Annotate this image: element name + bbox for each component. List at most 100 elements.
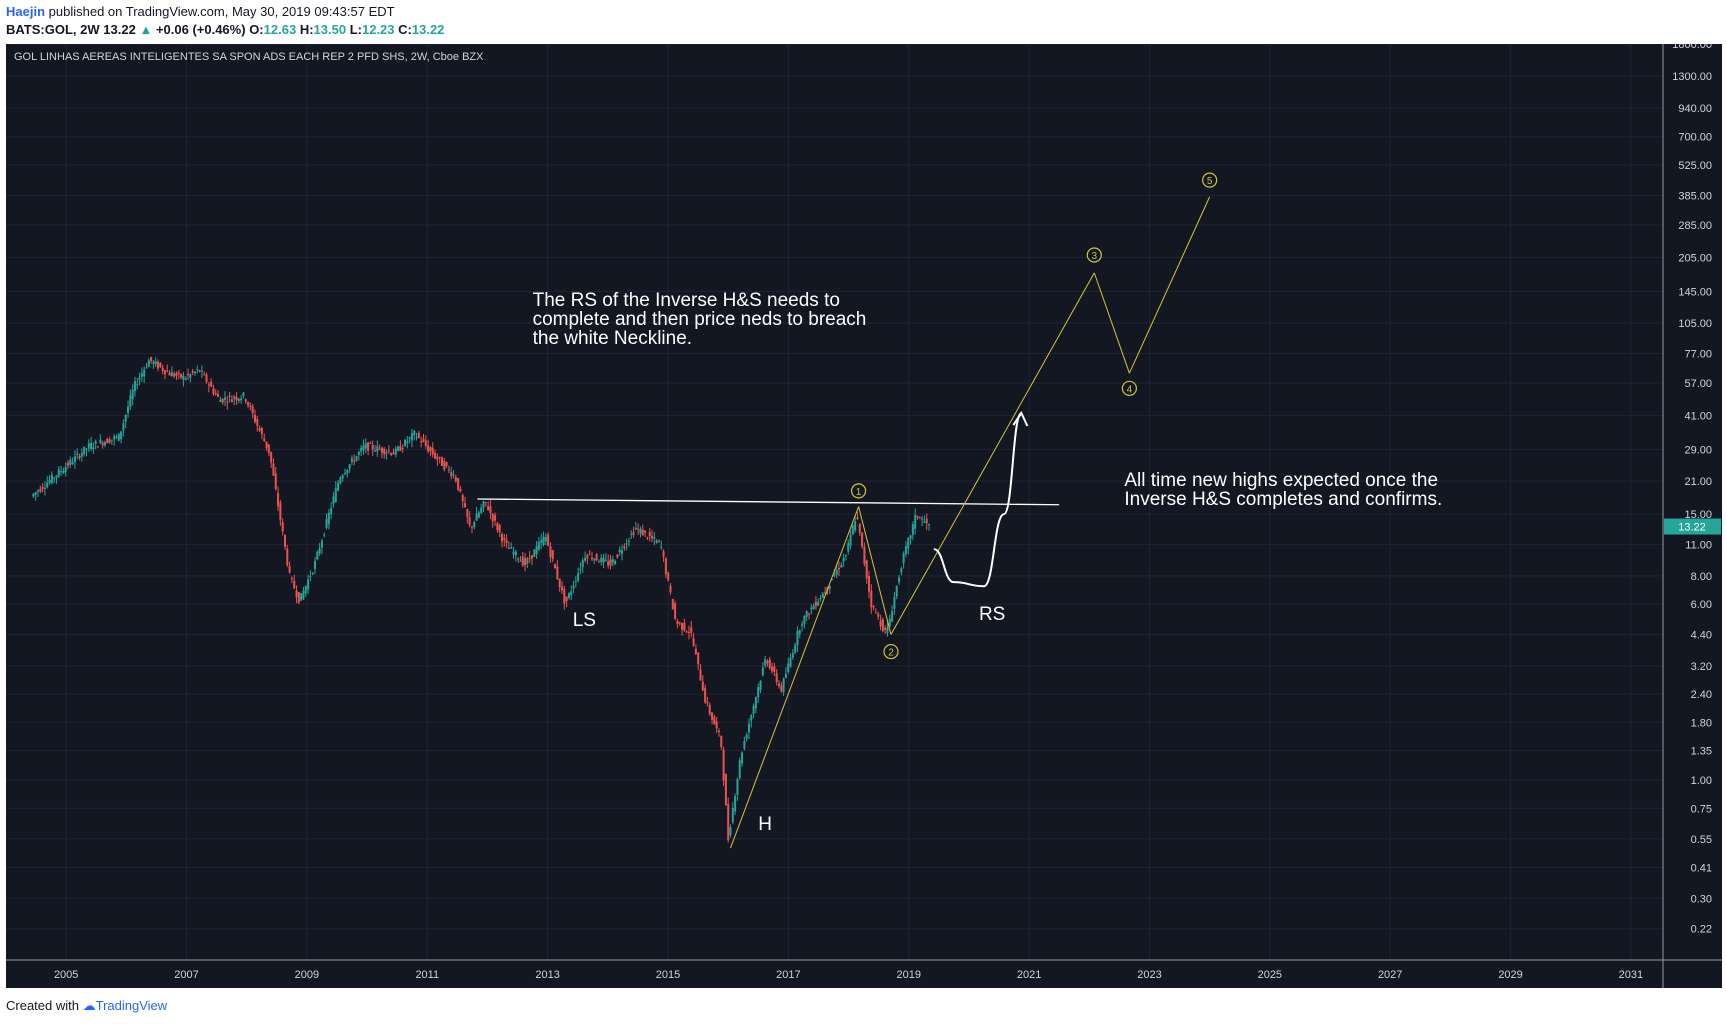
candle-body (586, 555, 589, 559)
candle-body (868, 576, 871, 592)
candle-body (653, 537, 656, 539)
candle-body (821, 593, 824, 598)
candle-body (323, 534, 326, 536)
candle-body (581, 560, 584, 568)
pattern-label: H (758, 814, 772, 835)
candle-body (773, 666, 776, 672)
annotation-text: All time new highs expected once the Inve… (1124, 470, 1442, 510)
y-tick-label: 11.00 (1685, 540, 1712, 552)
candle-body (690, 627, 693, 633)
candle-body (133, 381, 136, 391)
candle-body (671, 598, 674, 610)
candle-body (300, 593, 303, 601)
wave-label: 4 (1127, 384, 1133, 395)
tradingview-link[interactable]: TradingView (95, 998, 168, 1013)
candle-body (475, 513, 478, 521)
candle-body (124, 415, 127, 422)
candle-body (877, 613, 880, 617)
candle-body (207, 384, 210, 386)
candle-body (743, 740, 746, 749)
author-link[interactable]: Haejin (6, 4, 46, 19)
candle-body (334, 488, 337, 502)
candle-body (747, 723, 750, 733)
candle-body (863, 546, 866, 564)
neckline (477, 498, 1060, 506)
candle-body (230, 399, 233, 403)
y-tick-label: 0.30 (1691, 893, 1712, 905)
x-tick-label: 2023 (1137, 969, 1161, 981)
candle-body (422, 438, 425, 442)
candle-body (662, 551, 665, 557)
tradingview-logo-icon[interactable]: ☁ (82, 998, 96, 1013)
candle-body (127, 406, 130, 414)
open-value: 12.63 (263, 22, 297, 37)
y-tick-label: 15.00 (1684, 509, 1712, 521)
candle-body (454, 477, 457, 482)
candle-body (706, 701, 709, 704)
candle-body (558, 578, 561, 588)
candle-body (457, 478, 460, 490)
candle-body (417, 432, 420, 438)
y-tick-label: 0.75 (1691, 803, 1712, 815)
candle-body (803, 615, 806, 625)
candle-body (440, 457, 443, 466)
candle-body (67, 462, 70, 466)
y-tick-label: 1.80 (1691, 717, 1712, 729)
candle-body (881, 619, 884, 632)
candle-body (861, 532, 864, 547)
y-tick-label: 205.00 (1678, 252, 1712, 264)
current-price-tag-bg (1664, 518, 1721, 535)
close-label: C: (398, 22, 412, 37)
candle-body (452, 474, 455, 476)
candle-body (584, 557, 587, 561)
candle-body (272, 463, 275, 476)
candle-body (145, 367, 148, 369)
candle-body (713, 716, 716, 725)
candle-body (745, 734, 748, 739)
y-tick-label: 41.00 (1684, 410, 1712, 422)
candle-body (500, 533, 503, 542)
candle-body (184, 378, 187, 380)
candle-body (752, 706, 755, 715)
candle-body (602, 557, 605, 563)
candle-body (438, 456, 441, 458)
candle-body (311, 572, 314, 574)
wave-line (858, 506, 892, 635)
candle-body (168, 372, 171, 376)
wave-line (730, 506, 860, 849)
candle-body (741, 752, 744, 764)
candle-body (600, 557, 603, 562)
candle-body (669, 585, 672, 593)
candle-body (415, 436, 418, 439)
candle-body (898, 577, 901, 583)
candle-body (480, 507, 483, 513)
y-tick-label: 2.40 (1691, 689, 1712, 701)
candle-body (526, 558, 529, 564)
candle-body (152, 361, 155, 364)
candle-body (371, 445, 374, 450)
price-chart[interactable]: 1800.001300.00940.00700.00525.00385.0028… (6, 44, 1722, 988)
y-tick-label: 3.20 (1691, 661, 1712, 673)
y-tick-label: 29.00 (1684, 444, 1712, 456)
candle-body (591, 557, 594, 560)
candle-body (780, 685, 783, 692)
candle-body (715, 721, 718, 729)
candle-body (570, 591, 573, 596)
candle-body (729, 827, 732, 836)
candle-body (535, 546, 538, 555)
candle-body (244, 399, 247, 402)
candle-body (251, 406, 254, 414)
candle-body (782, 678, 785, 692)
chart-title: GOL LINHAS AEREAS INTELIGENTES SA SPON A… (14, 51, 484, 63)
y-tick-label: 105.00 (1678, 318, 1712, 330)
candle-body (814, 601, 817, 607)
candle-body (623, 546, 626, 549)
candle-body (750, 715, 753, 721)
candle-body (565, 596, 568, 602)
candle-body (394, 448, 397, 455)
candle-body (667, 572, 670, 580)
candle-body (357, 452, 360, 455)
candle-body (210, 381, 213, 387)
x-tick-label: 2029 (1498, 969, 1522, 981)
candle-body (738, 760, 741, 779)
